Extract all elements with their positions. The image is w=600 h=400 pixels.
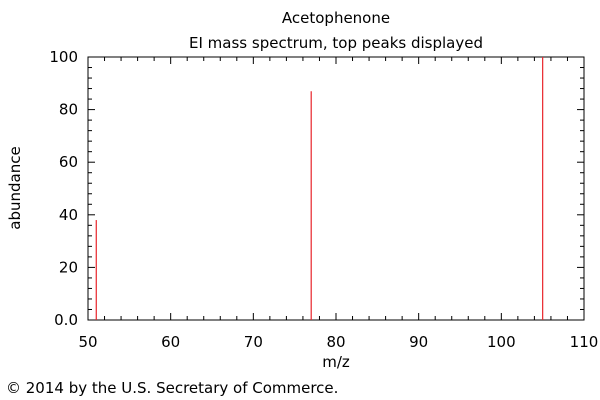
y-tick-label: 20	[59, 258, 78, 276]
spectrum-peaks	[95, 57, 544, 320]
y-tick-label: 40	[59, 206, 78, 224]
x-axis-label: m/z	[322, 353, 350, 371]
y-axis-label: abundance	[6, 146, 24, 229]
x-tick-label: 100	[487, 333, 516, 351]
x-tick-label: 60	[161, 333, 180, 351]
y-tick-label: 60	[59, 153, 78, 171]
x-tick-label: 50	[78, 333, 97, 351]
y-tick-label: 0.0	[54, 311, 78, 329]
x-tick-label: 70	[244, 333, 263, 351]
chart-subtitle: EI mass spectrum, top peaks displayed	[189, 34, 483, 52]
y-tick-labels: 0.0 20 40 60 80 100	[49, 48, 78, 329]
plot-area-frame	[87, 56, 585, 321]
y-tick-label: 100	[49, 48, 78, 66]
x-tick-label: 80	[326, 333, 345, 351]
copyright-notice: © 2014 by the U.S. Secretary of Commerce…	[6, 379, 339, 397]
x-tick-label: 90	[409, 333, 428, 351]
chart-title: Acetophenone	[282, 9, 390, 27]
x-tick-labels: 50 60 70 80 90 100 110	[78, 333, 598, 351]
axis-ticks	[87, 56, 585, 321]
x-tick-label: 110	[570, 333, 599, 351]
y-tick-label: 80	[59, 101, 78, 119]
